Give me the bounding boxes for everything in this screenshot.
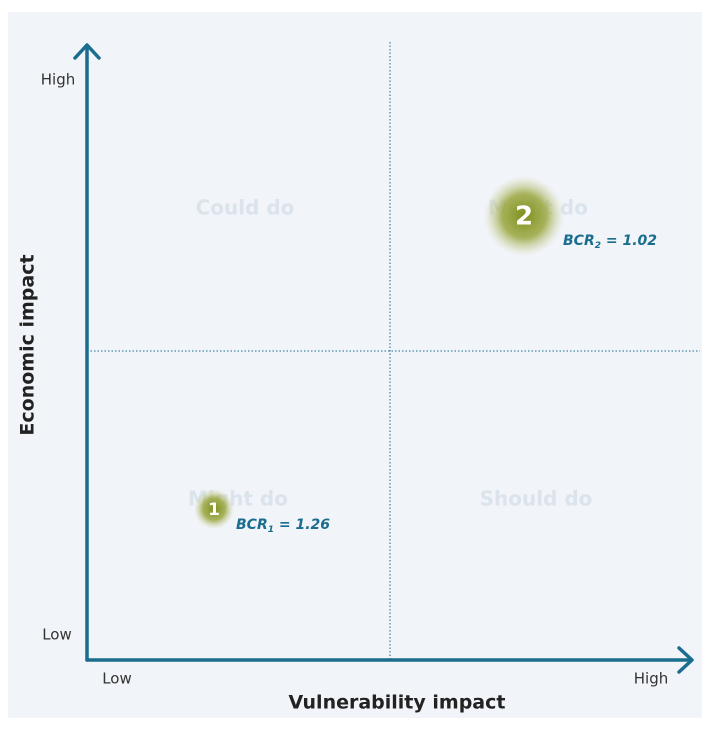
bubble — [194, 489, 234, 529]
bubble — [484, 176, 564, 256]
bubble-label: 2 — [515, 202, 533, 232]
x-title: Vulnerability impact — [289, 692, 506, 714]
quadrant-label: Should do — [480, 487, 593, 511]
x-high: High — [634, 670, 668, 688]
y-high: High — [41, 71, 75, 89]
x-arrow — [677, 646, 694, 674]
y-arrow — [73, 43, 101, 60]
x-low: Low — [102, 670, 132, 688]
bcr-annotation: BCR1 = 1.26 — [236, 517, 330, 535]
panel — [8, 12, 702, 718]
axes — [73, 43, 694, 674]
y-low: Low — [42, 626, 72, 644]
y-title: Economic impact — [17, 254, 39, 435]
bcr-annotation: BCR2 = 1.02 — [563, 233, 657, 251]
bubble-label: 1 — [208, 500, 220, 520]
quadrant-label: Could do — [196, 196, 295, 220]
